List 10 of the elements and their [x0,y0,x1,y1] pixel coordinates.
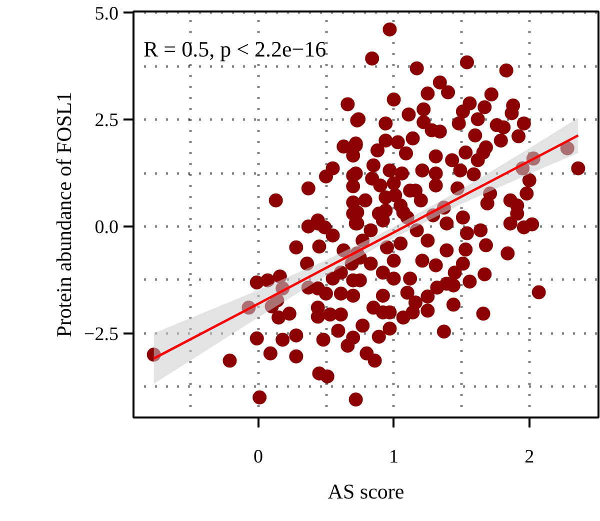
x-tick-label: 1 [389,446,399,468]
y-tick-label: 0.0 [94,216,118,238]
y-axis-title: Protein abundance of FOSL1 [52,92,76,338]
y-tick-label: −2.5 [84,324,119,345]
annotation: R = 0.5, p < 2.2e−16 [144,36,326,62]
x-tick-label: 2 [524,446,534,468]
x-tick-label: 0 [253,446,263,468]
y-tick-label: 5.0 [94,3,118,24]
x-axis-title: AS score [328,480,404,504]
y-tick-label: 2.5 [94,110,118,132]
